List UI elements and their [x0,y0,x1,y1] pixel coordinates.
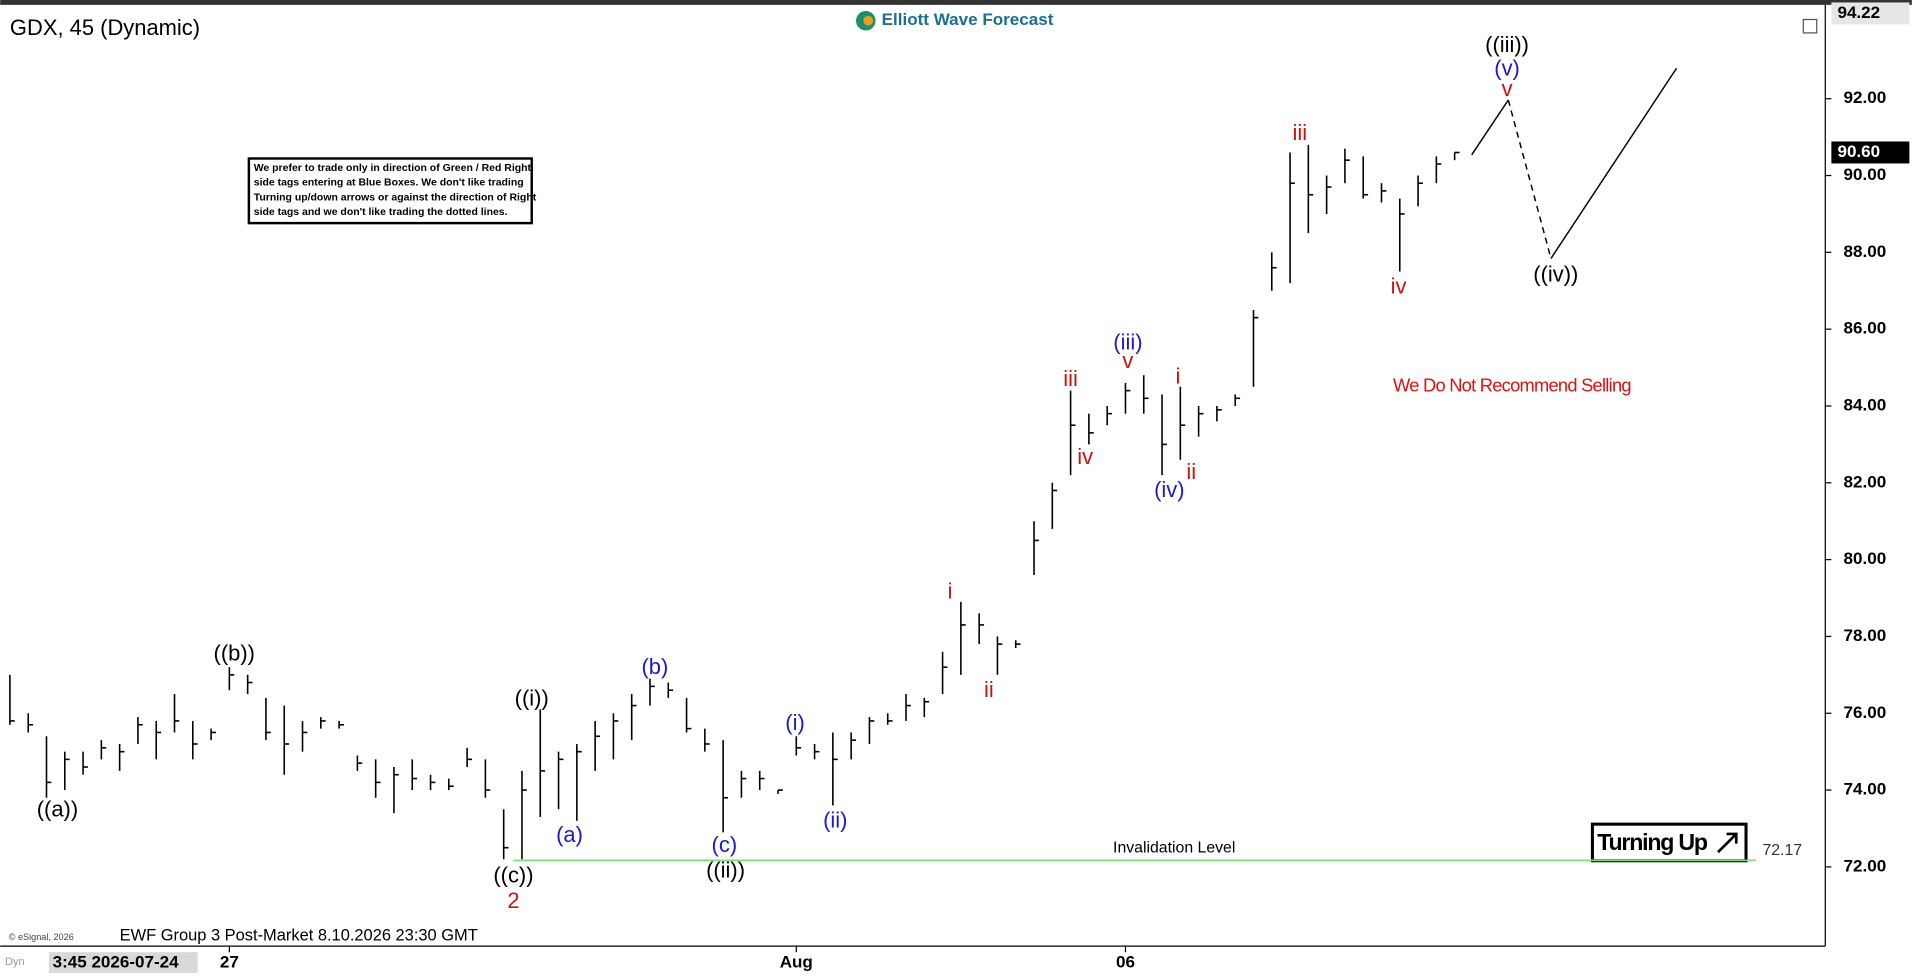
y-tick-label: 74.00 [1844,780,1887,799]
x-tick-label: 06 [1116,953,1135,972]
wave-label: (c) [712,832,738,857]
chart-title: GDX, 45 (Dynamic) [10,15,200,40]
note-line: side tags and we don't like trading the … [254,207,508,218]
wave-label: iv [1391,274,1407,299]
y-tick-label: 72.00 [1844,856,1887,875]
wave-label: (ii) [823,808,847,833]
y-tick-label: 78.00 [1844,626,1887,645]
signal-text: Turning Up [1597,829,1708,855]
wave-label: ((iii)) [1485,32,1529,57]
cursor-time-box [48,952,198,973]
y-tick-label: 84.00 [1844,395,1887,414]
top-bar [0,0,1912,5]
invalidation-label: Invalidation Level [1113,839,1235,856]
wave-label: i [1175,364,1180,389]
note-line: Turning up/down arrows or against the di… [254,192,537,203]
y-tick-label: 76.00 [1844,703,1887,722]
y-tick-label: 88.00 [1844,242,1887,261]
wave-label: ((i)) [515,686,549,711]
wave-label: iii [1063,366,1078,391]
projection-line [1550,67,1678,259]
y-tick-label: 80.00 [1844,549,1887,568]
wave-label: iv [1077,444,1093,469]
wave-label: ii [984,677,994,702]
wave-label: iii [1292,120,1307,145]
footer: EWF Group 3 Post-Market 8.10.2026 23:30 … [120,927,478,945]
y-tick-label: 92.00 [1844,88,1887,107]
copyright: © eSignal, 2026 [9,932,74,942]
x-tick-label: 27 [220,953,239,972]
wave-label: 2 [507,888,519,913]
note-line: We prefer to trade only in direction of … [254,163,532,174]
wave-label: v [1122,348,1133,373]
top-price-box [1831,2,1910,25]
logo-text: Elliott Wave Forecast [882,10,1054,29]
y-tick-label: 86.00 [1844,319,1887,338]
recommendation: We Do Not Recommend Selling [1393,374,1631,395]
wave-label: ((iv)) [1533,261,1578,286]
invalidation-value: 72.17 [1763,842,1803,859]
wave-label: ((ii)) [706,858,745,883]
mode-label: Dyn [5,956,25,968]
wave-label: ((a)) [37,797,78,822]
y-tick-label: 90.00 [1844,165,1887,184]
wave-label: (iii) [1113,330,1142,355]
wave-label: (iv) [1154,477,1184,502]
wave-label: ((b)) [214,640,255,665]
top-price-label: 94.22 [1837,3,1880,22]
logo-icon-inner [863,15,874,26]
projection-line [1471,99,1509,156]
wave-label: v [1502,76,1513,101]
wave-label: (a) [556,822,583,847]
signal-arrow [1717,832,1738,854]
last-price-label: 90.60 [1837,142,1880,161]
x-tick-label: 3:45 2026-07-24 [53,953,180,972]
window-icon[interactable] [1802,18,1818,34]
projection-dashed [1507,99,1552,259]
wave-label: (v) [1494,55,1520,80]
last-price-box [1831,141,1910,164]
wave-label: ((c)) [493,862,533,887]
wave-label: (i) [785,710,805,735]
x-tick-label: Aug [780,953,813,972]
y-tick-label: 82.00 [1844,472,1887,491]
wave-label: (b) [641,654,668,679]
note-box [247,157,533,225]
wave-label: ii [1186,459,1196,484]
wave-label: i [947,578,952,603]
note-line: side tags entering at Blue Boxes. We don… [254,178,524,189]
